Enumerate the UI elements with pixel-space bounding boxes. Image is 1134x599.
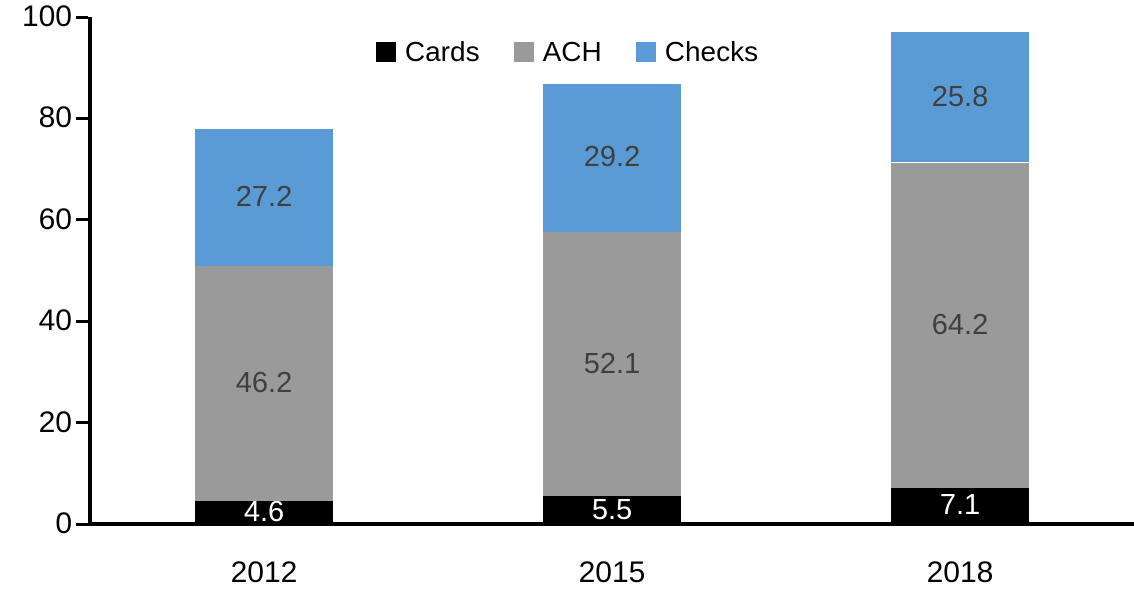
y-tick-mark [76,421,88,425]
y-tick-label: 20 [38,405,72,439]
legend-swatch-icon [635,42,656,62]
y-axis-line [88,17,92,526]
x-category-label-2012: 2012 [230,556,298,589]
legend-label: ACH [542,36,602,67]
legend-item-ach: ACH [513,36,602,67]
x-category-label-2018: 2018 [926,556,994,589]
legend-item-checks: Checks [635,36,759,67]
segment-value-label: 7.1 [939,489,981,522]
y-tick-mark [76,319,88,323]
segment-value-label: 46.2 [235,367,293,400]
segment-value-label: 4.6 [243,495,285,528]
y-tick-label: 100 [21,0,72,33]
y-tick-mark [76,116,88,120]
segment-value-label: 52.1 [583,347,641,380]
bar-segment-cards-2012: 4.6 [195,495,333,528]
bar-segment-checks-2012: 27.2 [195,128,333,267]
bar-segment-cards-2018: 7.1 [891,488,1029,524]
legend-swatch-icon [375,42,396,62]
segment-value-label: 5.5 [591,493,633,526]
segment-value-label: 29.2 [583,141,641,174]
segment-value-label: 27.2 [235,180,293,213]
y-tick-mark [76,218,88,222]
bar-segment-ach-2012: 46.2 [195,266,333,501]
legend-label: Checks [664,36,759,67]
bar-segment-checks-2018: 25.8 [891,31,1029,163]
y-tick-label: 60 [38,202,72,236]
bar-segment-ach-2018: 64.2 [891,162,1029,488]
bar-segment-checks-2015: 29.2 [543,83,681,232]
legend-swatch-icon [513,42,534,62]
legend-label: Cards [404,36,480,67]
y-tick-label: 80 [38,101,72,135]
y-tick-label: 40 [38,304,72,338]
y-tick-label: 0 [55,507,72,540]
bar-segment-cards-2015: 5.5 [543,493,681,526]
x-axis-line [88,522,1134,526]
y-tick-mark [76,15,88,19]
segment-value-label: 25.8 [931,80,989,113]
y-tick-mark [76,522,88,526]
x-category-label-2015: 2015 [578,556,646,589]
bar-segment-ach-2015: 52.1 [543,231,681,497]
segment-value-label: 64.2 [931,308,989,341]
legend-item-cards: Cards [375,36,480,67]
